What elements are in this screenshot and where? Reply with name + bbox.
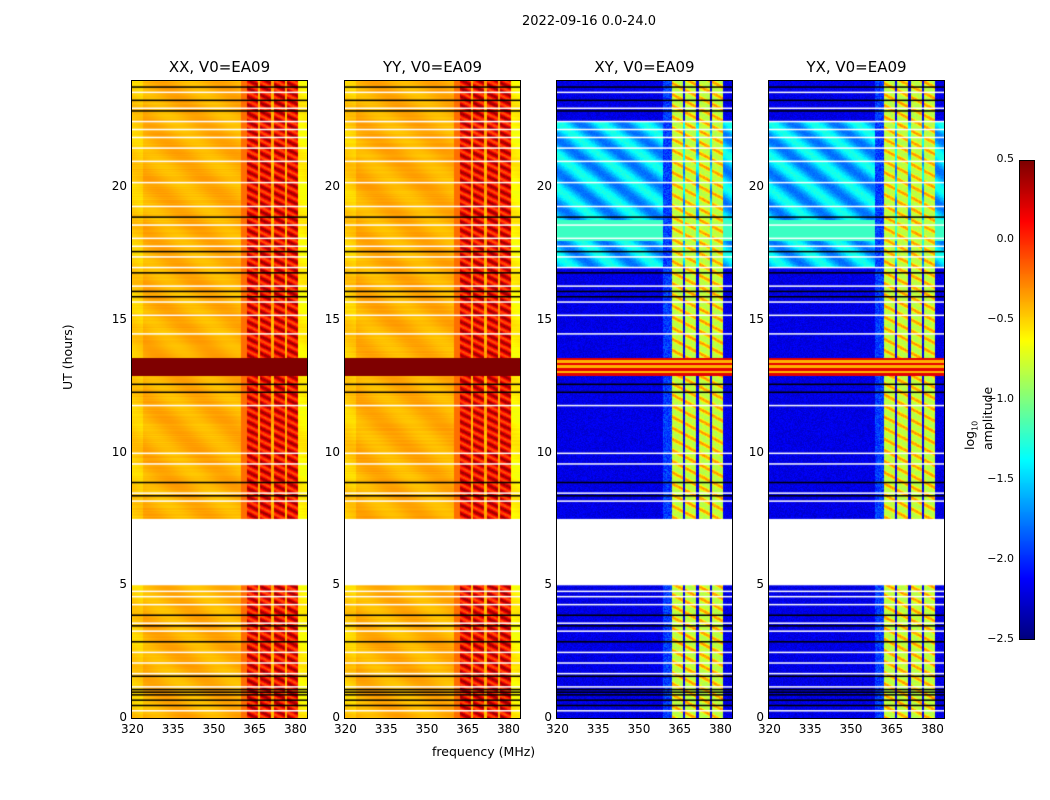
colorbar-tick-label: 0.5 [996, 152, 1015, 165]
panel-title: YX, V0=EA09 [806, 58, 907, 76]
panel-title: XX, V0=EA09 [168, 58, 271, 76]
y-tick-label: 5 [544, 577, 552, 592]
x-tick-label: 335 [161, 722, 185, 736]
y-tick-label: 20 [536, 179, 552, 194]
heatmap-xx [132, 81, 307, 718]
figure-title: 2022-09-16 0.0-24.0 [522, 14, 656, 29]
x-tick-label: 350 [202, 722, 226, 736]
y-tick-label: 10 [536, 444, 552, 459]
y-tick-label: 10 [748, 444, 764, 459]
heatmap-panel-2 [556, 80, 733, 719]
y-tick-label: 15 [748, 311, 764, 326]
x-tick-label: 350 [627, 722, 651, 736]
colorbar-tick-label: −1.5 [987, 472, 1014, 485]
colorbar-tick-label: −2.5 [987, 632, 1014, 645]
x-tick-label: 320 [758, 722, 781, 736]
heatmap-panel-1 [344, 80, 521, 719]
y-axis-label: UT (hours) [60, 324, 75, 390]
y-tick-label: 20 [111, 179, 127, 194]
x-tick-label: 380 [709, 722, 732, 736]
panel-title: XY, V0=EA09 [594, 58, 695, 76]
heatmap-yy [345, 81, 520, 718]
colorbar-tick-label: −0.5 [987, 312, 1014, 325]
y-tick-label: 0 [119, 710, 127, 724]
y-tick-label: 0 [756, 710, 764, 724]
x-tick-label: 365 [880, 722, 904, 736]
x-tick-label: 320 [334, 722, 357, 736]
x-tick-label: 320 [546, 722, 569, 736]
x-tick-label: 380 [284, 722, 307, 736]
x-tick-label: 365 [243, 722, 267, 736]
colorbar-tick-label: 0.0 [996, 232, 1015, 245]
y-tick-label: 20 [324, 179, 340, 194]
x-tick-label: 350 [415, 722, 439, 736]
y-tick-label: 0 [544, 710, 552, 724]
y-tick-label: 5 [332, 577, 340, 592]
heatmap-xy [557, 81, 732, 718]
x-tick-label: 335 [798, 722, 822, 736]
y-tick-label: 0 [332, 710, 340, 724]
x-tick-label: 335 [374, 722, 398, 736]
x-tick-label: 380 [497, 722, 520, 736]
colorbar-label: log10 amplitude [962, 386, 995, 450]
heatmap-panel-3 [768, 80, 945, 719]
y-tick-label: 5 [756, 577, 764, 592]
y-tick-label: 20 [748, 179, 764, 194]
x-tick-label: 365 [456, 722, 480, 736]
x-tick-label: 365 [668, 722, 692, 736]
heatmap-yx [769, 81, 944, 718]
colorbar [1019, 160, 1035, 640]
y-tick-label: 5 [119, 577, 127, 592]
y-tick-label: 10 [324, 444, 340, 459]
colorbar-tick-label: −2.0 [987, 552, 1014, 565]
y-tick-label: 15 [111, 311, 127, 326]
y-tick-label: 10 [111, 444, 127, 459]
x-tick-label: 350 [839, 722, 863, 736]
x-tick-label: 380 [921, 722, 944, 736]
y-tick-label: 15 [536, 311, 552, 326]
y-tick-label: 15 [324, 311, 340, 326]
x-tick-label: 320 [121, 722, 144, 736]
x-axis-label: frequency (MHz) [432, 744, 536, 759]
colorbar-tick-label: −1.0 [987, 392, 1014, 405]
x-tick-label: 335 [586, 722, 610, 736]
panel-title: YY, V0=EA09 [382, 58, 483, 76]
heatmap-panel-0 [131, 80, 308, 719]
